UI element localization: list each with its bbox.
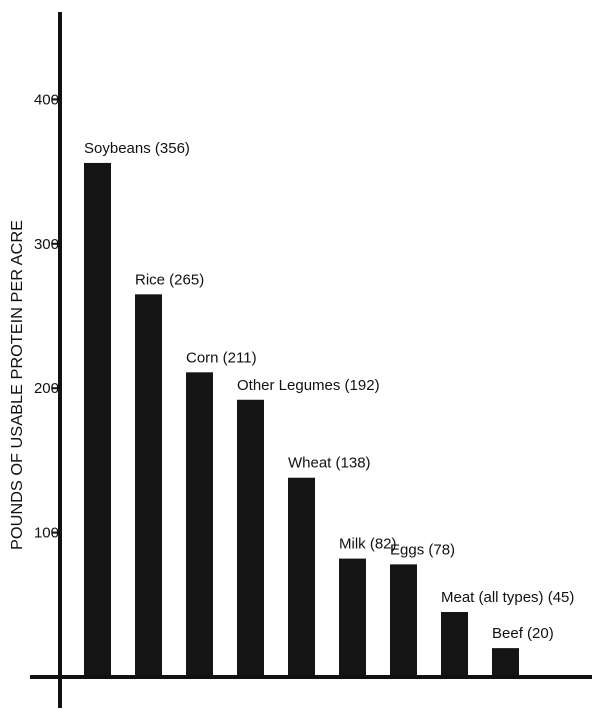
bar-data-label: Rice (265) — [135, 271, 204, 288]
bar-corn — [186, 372, 213, 677]
bar-soybeans — [84, 162, 111, 677]
bar-wheat — [288, 477, 315, 677]
y-axis-title: POUNDS OF USABLE PROTEIN PER ACRE — [9, 220, 26, 550]
y-ticks-group: 100 200 300 400 — [34, 91, 60, 542]
bar-data-label: Meat (all types) (45) — [441, 589, 574, 606]
bar-data-label: Beef (20) — [492, 625, 554, 642]
bar-meat-all-types — [441, 612, 468, 677]
y-tick-label: 300 — [34, 236, 59, 253]
bar-beef — [492, 648, 519, 677]
bar-milk — [339, 558, 366, 677]
bars-group — [84, 162, 519, 677]
bar-eggs — [390, 564, 417, 677]
y-tick-label: 100 — [34, 525, 59, 542]
y-tick-label: 400 — [34, 91, 59, 108]
bar-data-label: Other Legumes (192) — [237, 377, 380, 394]
bar-data-label: Eggs (78) — [390, 541, 455, 558]
bar-data-label: Wheat (138) — [288, 455, 371, 472]
bar-data-label: Soybeans (356) — [84, 140, 190, 157]
bar-rice — [135, 294, 162, 677]
bar-labels-group: Soybeans (356) Rice (265) Corn (211) Other … — [84, 140, 574, 642]
bar-other-legumes — [237, 399, 264, 677]
y-tick-label: 200 — [34, 380, 59, 397]
bar-data-label: Corn (211) — [186, 349, 257, 366]
bar-data-label: Milk (82) — [339, 536, 397, 553]
